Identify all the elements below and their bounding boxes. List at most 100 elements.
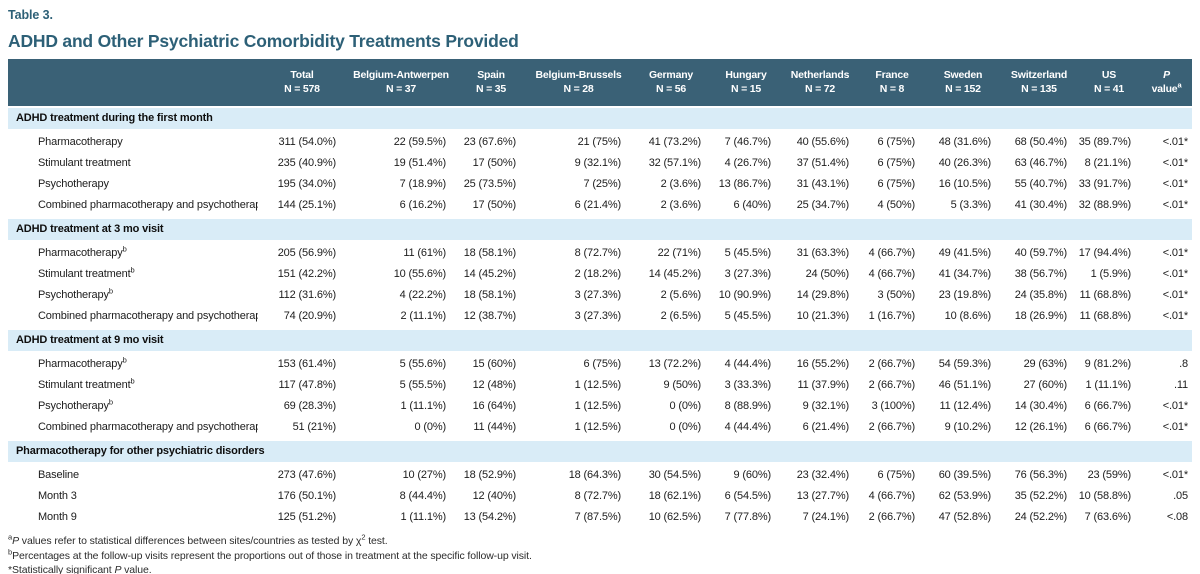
value-cell: 3 (100%) <box>871 400 916 412</box>
value-cell: 37 (51.4%) <box>796 157 849 169</box>
value-cell: 1 (5.9%) <box>1090 268 1132 280</box>
value-cell: 5 (55.6%) <box>399 358 446 370</box>
column-header-germany: Germany N = 56 <box>631 59 711 106</box>
section-header: ADHD treatment at 9 mo visit <box>8 327 1192 354</box>
value-cell: 2 (3.6%) <box>660 178 702 190</box>
footnote: aP values refer to statistical differenc… <box>8 532 388 547</box>
value-cell: 76 (56.3%) <box>1014 469 1067 481</box>
value-cell: 54 (59.3%) <box>938 358 991 370</box>
value-cell: 112 (31.6%) <box>278 289 337 301</box>
value-cell: 41 (73.2%) <box>648 136 701 148</box>
value-cell: 1 (16.7%) <box>868 310 915 322</box>
row-label: Psychotherapy <box>38 178 109 190</box>
value-cell: 5 (55.5%) <box>399 379 446 391</box>
value-cell: 9 (10.2%) <box>944 421 991 433</box>
value-cell: 38 (56.7%) <box>1014 268 1067 280</box>
value-cell: 12 (48%) <box>472 379 517 391</box>
table-body: ADHD treatment during the first month Pha… <box>8 106 1192 528</box>
table-number-label: Table 3. <box>8 8 53 22</box>
value-cell: 40 (59.7%) <box>1014 247 1067 259</box>
value-cell: 9 (32.1%) <box>574 157 621 169</box>
value-cell: 11 (44%) <box>473 421 516 433</box>
value-cell: 29 (63%) <box>1023 358 1068 370</box>
value-cell: 3 (27.3%) <box>724 268 771 280</box>
value-cell: 6 (75%) <box>877 136 916 148</box>
value-cell: 3 (27.3%) <box>574 310 621 322</box>
table-title: ADHD and Other Psychiatric Comorbidity T… <box>8 31 519 51</box>
value-cell: 49 (41.5%) <box>938 247 991 259</box>
value-cell: 74 (20.9%) <box>283 310 336 322</box>
table-row: Month 3 176 (50.1%) 8 (44.4%) 12 (40%) 8 (72… <box>8 486 1192 507</box>
p-value-cell: .05 <box>1173 490 1188 502</box>
value-cell: 6 (75%) <box>877 157 916 169</box>
value-cell: 205 (56.9%) <box>277 247 336 259</box>
table-row: Psychotherapyb 112 (31.6%) 4 (22.2%) 18 (58… <box>8 285 1192 306</box>
value-cell: 24 (52.2%) <box>1014 511 1067 523</box>
value-cell: 8 (88.9%) <box>724 400 771 412</box>
value-cell: 8 (21.1%) <box>1084 157 1131 169</box>
value-cell: 12 (26.1%) <box>1014 421 1067 433</box>
value-cell: 0 (0%) <box>669 400 702 412</box>
column-header-sweden: Sweden N = 152 <box>925 59 1001 106</box>
table-row: Pharmacotherapyb 205 (56.9%) 11 (61%) 18 (5… <box>8 243 1192 264</box>
value-cell: 27 (60%) <box>1023 379 1068 391</box>
value-cell: 22 (59.5%) <box>393 136 446 148</box>
value-cell: 18 (58.1%) <box>463 247 516 259</box>
value-cell: 2 (5.6%) <box>660 289 702 301</box>
value-cell: 6 (75%) <box>877 469 916 481</box>
p-value-cell: .11 <box>1173 379 1188 391</box>
value-cell: 13 (86.7%) <box>718 178 771 190</box>
value-cell: 5 (3.3%) <box>950 199 992 211</box>
footnotes: aP values refer to statistical differenc… <box>8 528 1192 574</box>
value-cell: 311 (54.0%) <box>278 136 337 148</box>
value-cell: 11 (68.8%) <box>1079 289 1132 301</box>
value-cell: 32 (88.9%) <box>1078 199 1131 211</box>
value-cell: 8 (72.7%) <box>574 490 621 502</box>
value-cell: 7 (46.7%) <box>724 136 771 148</box>
p-value-cell: <.01* <box>1162 421 1188 433</box>
value-cell: 144 (25.1%) <box>277 199 336 211</box>
section-header: ADHD treatment at 3 mo visit <box>8 216 1192 243</box>
value-cell: 18 (62.1%) <box>648 490 701 502</box>
value-cell: 10 (21.3%) <box>796 310 849 322</box>
value-cell: 47 (52.8%) <box>938 511 991 523</box>
column-header-france: France N = 8 <box>859 59 925 106</box>
value-cell: 21 (75%) <box>577 136 622 148</box>
value-cell: 31 (63.3%) <box>796 247 849 259</box>
value-cell: 151 (42.2%) <box>277 268 336 280</box>
column-header-belgium-antwerpen: Belgium-Antwerpen N = 37 <box>346 59 456 106</box>
value-cell: 7 (63.6%) <box>1084 511 1131 523</box>
value-cell: 7 (24.1%) <box>802 511 849 523</box>
value-cell: 41 (30.4%) <box>1014 199 1067 211</box>
value-cell: 2 (66.7%) <box>868 421 915 433</box>
p-value-cell: <.01* <box>1162 157 1188 169</box>
row-label: Pharmacotherapyb <box>38 355 127 370</box>
value-cell: 35 (52.2%) <box>1014 490 1067 502</box>
value-cell: 48 (31.6%) <box>938 136 991 148</box>
value-cell: 25 (34.7%) <box>796 199 849 211</box>
footnote: *Statistically significant P value. <box>8 564 152 574</box>
value-cell: 17 (50%) <box>472 199 517 211</box>
value-cell: 23 (67.6%) <box>463 136 516 148</box>
value-cell: 2 (11.1%) <box>400 310 446 322</box>
value-cell: 3 (33.3%) <box>724 379 771 391</box>
value-cell: 2 (66.7%) <box>868 358 915 370</box>
value-cell: 18 (64.3%) <box>568 469 621 481</box>
value-cell: 0 (0%) <box>669 421 702 433</box>
row-label: Stimulant treatmentb <box>38 376 135 391</box>
value-cell: 4 (44.4%) <box>724 421 771 433</box>
value-cell: 2 (6.5%) <box>660 310 702 322</box>
table-row: Psychotherapyb 69 (28.3%) 1 (11.1%) 16 (64%… <box>8 396 1192 417</box>
p-value-cell: <.01* <box>1162 469 1188 481</box>
value-cell: 6 (21.4%) <box>574 199 621 211</box>
table-header: Total N = 578 Belgium-Antwerpen N = 37 Spain… <box>8 59 1192 106</box>
value-cell: 1 (11.1%) <box>400 511 446 523</box>
column-header-total: Total N = 578 <box>258 59 346 106</box>
value-cell: 235 (40.9%) <box>277 157 336 169</box>
value-cell: 6 (40%) <box>733 199 772 211</box>
table-row: Pharmacotherapy 311 (54.0%) 22 (59.5%) 23 (… <box>8 132 1192 153</box>
column-header-spain: Spain N = 35 <box>456 59 526 106</box>
section-row: ADHD treatment at 9 mo visit <box>8 327 1192 354</box>
p-value-cell: <.01* <box>1162 400 1188 412</box>
p-value-cell: <.01* <box>1162 199 1188 211</box>
